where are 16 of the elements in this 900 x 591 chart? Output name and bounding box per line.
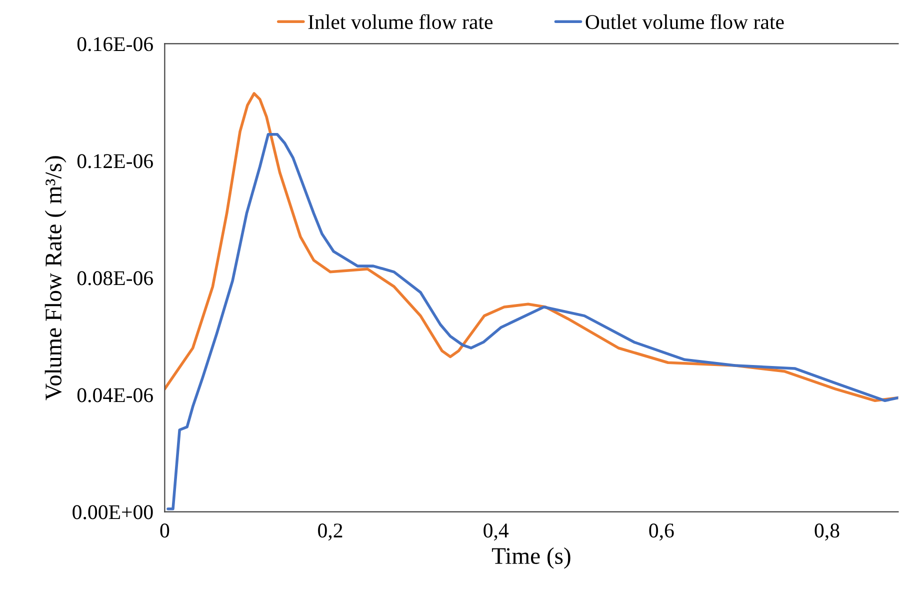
line-series	[166, 133, 898, 510]
x-tick-label: 0,2	[318, 524, 342, 541]
line-series	[164, 92, 898, 402]
x-tick-label: 0	[160, 524, 170, 538]
y-tick-label: 0.12E-06	[77, 154, 153, 168]
y-tick-label: 0.08E-06	[77, 271, 153, 286]
x-axis-title: Time (s)	[492, 547, 570, 569]
x-tick-label: 0,6	[649, 524, 674, 541]
x-tick-label: 0,4	[484, 524, 509, 541]
y-tick-label: 0.00E+00	[72, 505, 153, 520]
x-tick-label: 0,8	[814, 524, 840, 541]
y-tick-label: 0.04E-06	[77, 388, 153, 402]
y-axis-title: Volume Flow Rate ( m³/s)	[44, 156, 66, 400]
legend-label: Inlet volume flow rate	[308, 14, 493, 30]
y-tick-label: 0.16E-06	[77, 37, 153, 52]
legend-label: Outlet volume flow rate	[586, 14, 784, 30]
